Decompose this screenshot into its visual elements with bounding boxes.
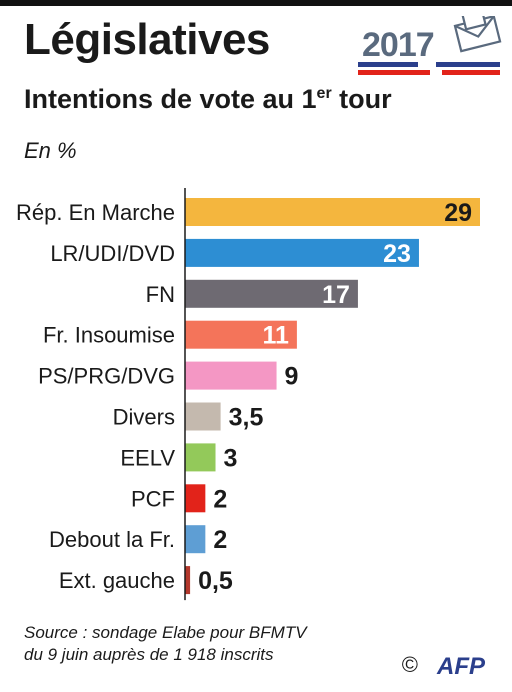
source-line-2: du 9 juin auprès de 1 918 inscrits bbox=[24, 645, 274, 664]
bar-1 bbox=[185, 238, 419, 267]
ballot-envelope-icon bbox=[358, 16, 502, 75]
logo-year: 2017 bbox=[362, 26, 435, 64]
unit-label: En % bbox=[24, 138, 77, 163]
value-label-8: 2 bbox=[213, 526, 227, 554]
category-label-5: Divers bbox=[113, 405, 175, 430]
source-note: Source : sondage Elabe pour BFMTV du 9 j… bbox=[24, 622, 307, 666]
bar-9 bbox=[185, 566, 191, 595]
bar-8 bbox=[185, 525, 206, 554]
bar-6 bbox=[185, 443, 216, 472]
value-label-3: 11 bbox=[262, 322, 289, 350]
bar-4 bbox=[185, 361, 277, 390]
afp-logo-text: AFP bbox=[436, 653, 486, 678]
category-label-9: Ext. gauche bbox=[59, 568, 175, 593]
value-label-1: 23 bbox=[383, 240, 411, 268]
afp-logo: AFP bbox=[424, 653, 498, 678]
election-2017-logo: 2017 bbox=[358, 16, 504, 80]
subtitle-end: tour bbox=[331, 84, 392, 114]
category-label-1: LR/UDI/DVD bbox=[50, 241, 175, 266]
copyright-symbol: © bbox=[401, 652, 418, 677]
category-label-7: PCF bbox=[131, 486, 175, 511]
category-label-0: Rép. En Marche bbox=[16, 200, 175, 225]
subtitle-main: Intentions de vote au 1 bbox=[24, 84, 317, 114]
logo-red-stripe-2 bbox=[442, 70, 500, 75]
category-label-8: Debout la Fr. bbox=[49, 527, 175, 552]
credit: © AFP bbox=[402, 652, 498, 678]
category-label-6: EELV bbox=[120, 445, 175, 470]
category-label-2: FN bbox=[146, 282, 175, 307]
logo-blue-stripe bbox=[358, 62, 418, 67]
source-line-1: Source : sondage Elabe pour BFMTV bbox=[24, 623, 307, 642]
value-label-7: 2 bbox=[213, 485, 227, 513]
chart-subtitle: Intentions de vote au 1er tour bbox=[24, 86, 392, 113]
top-rule bbox=[0, 0, 512, 6]
bar-3 bbox=[185, 320, 297, 349]
bar-5 bbox=[185, 402, 221, 431]
bar-2 bbox=[185, 279, 358, 308]
logo-blue-stripe-2 bbox=[436, 62, 500, 67]
subtitle-superscript: er bbox=[316, 85, 332, 102]
bar-7 bbox=[185, 484, 206, 513]
value-label-6: 3 bbox=[224, 444, 238, 472]
chart-title: Législatives bbox=[24, 15, 270, 64]
value-label-5: 3,5 bbox=[229, 404, 264, 432]
bar-0 bbox=[185, 198, 480, 226]
category-label-4: PS/PRG/DVG bbox=[38, 364, 175, 389]
value-label-4: 9 bbox=[285, 363, 299, 391]
category-label-3: Fr. Insoumise bbox=[43, 323, 175, 348]
value-label-9: 0,5 bbox=[198, 567, 233, 595]
value-label-0: 29 bbox=[444, 199, 472, 227]
logo-red-stripe bbox=[358, 70, 430, 75]
value-label-2: 17 bbox=[322, 281, 350, 309]
